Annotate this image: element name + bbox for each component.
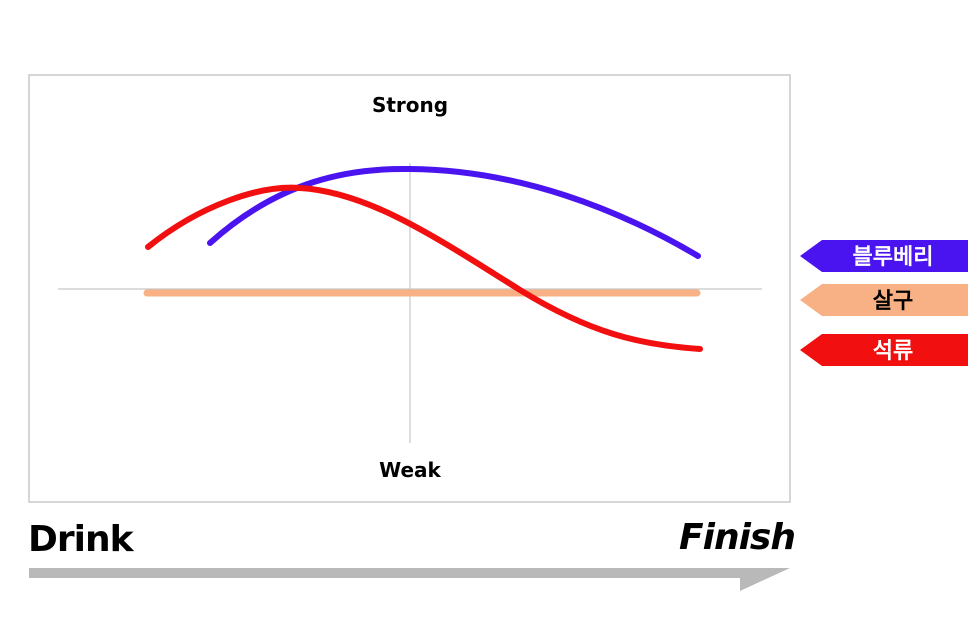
curve: [145, 184, 703, 352]
legend-label: 블루베리: [853, 245, 934, 270]
legend-tag: [800, 240, 968, 272]
legend-label: 석류: [873, 339, 913, 364]
axis-top-label: Strong: [372, 93, 448, 117]
legend-label: 살구: [873, 289, 913, 314]
timeline-end: Finish: [679, 517, 795, 558]
curve: [207, 165, 701, 259]
legend: 블루베리 살구 석류: [800, 240, 968, 366]
legend-tag: [800, 284, 968, 316]
timeline-arrow: [29, 568, 790, 591]
timeline-start: Drink: [28, 519, 135, 560]
axis-bottom-label: Weak: [379, 458, 441, 482]
legend-tag: [800, 334, 968, 366]
